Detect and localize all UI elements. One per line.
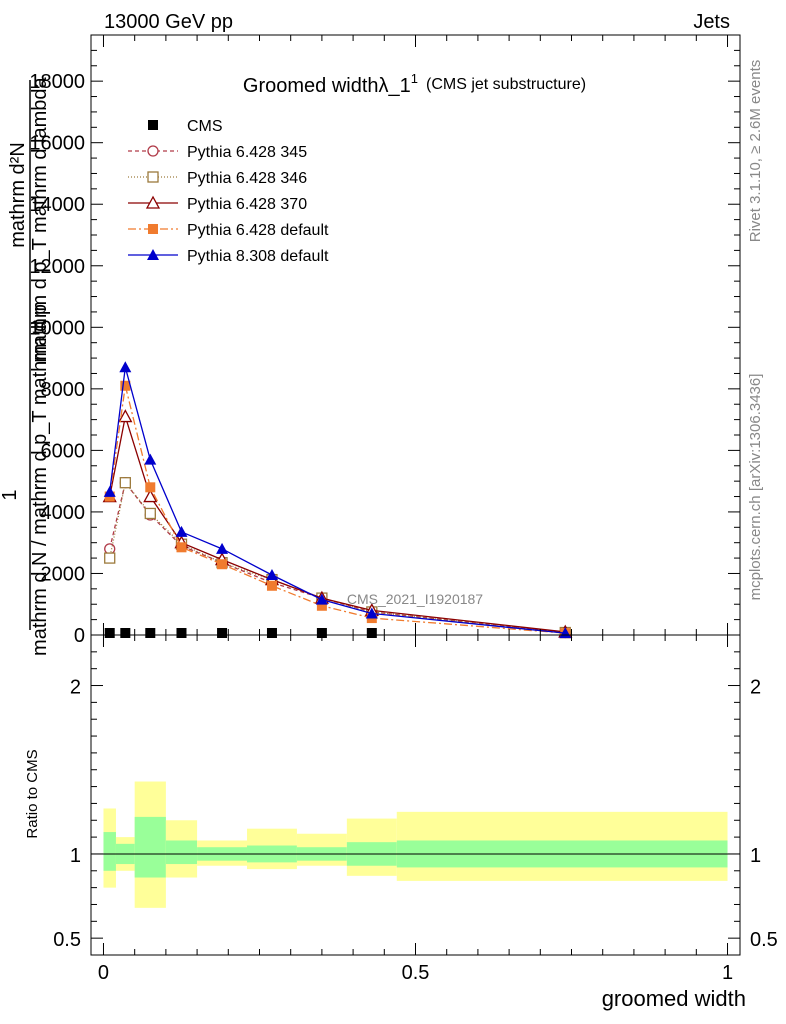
legend-marker [148, 224, 158, 234]
series-line [109, 385, 566, 634]
data-point [103, 485, 116, 497]
legend-label: Pythia 6.428 346 [187, 170, 307, 187]
ratio-ytick-label: 0.5 [53, 929, 81, 951]
series-4 [104, 380, 571, 639]
data-point [144, 453, 157, 465]
legend-marker [147, 171, 159, 183]
legend-label: CMS [187, 118, 223, 135]
data-point [175, 525, 188, 537]
legend-entry-5: Pythia 8.308 default [128, 248, 329, 265]
data-point [120, 628, 131, 638]
data-point [217, 559, 228, 570]
mcplots-label: mcplots.cern.ch [arXiv:1306.3436] [747, 374, 764, 601]
ratio-stat-band [103, 832, 116, 871]
series-5 [103, 361, 572, 639]
xtick-label: 0 [98, 962, 109, 984]
ytick-label: 18000 [29, 71, 85, 93]
ylabel-denominator: mathrm d p_T mathrm d lambda [29, 76, 51, 362]
ratio-ticks: 0.5 0.5 1 1 2 2 0 0.5 1 [53, 635, 778, 984]
xlabel: groomed width [602, 986, 746, 1011]
ratio-stat-band [165, 840, 198, 865]
ratio-ytick-label-right: 0.5 [750, 929, 778, 951]
ytick-label: 6000 [41, 440, 86, 462]
plot-title-sup: 1 [411, 71, 418, 86]
ytick-label: 10000 [29, 317, 85, 339]
legend-marker [148, 120, 158, 130]
data-point [366, 628, 377, 638]
main-ticks: 0 2000 4000 6000 8000 10000 12000 14000 16000 180… [29, 34, 740, 647]
legend-entry-1: Pythia 6.428 345 [128, 144, 307, 161]
ratio-ytick-label: 2 [70, 677, 81, 699]
legend-label: Pythia 6.428 default [187, 222, 329, 239]
ytick-label: 8000 [41, 379, 86, 401]
legend-entry-3: Pythia 6.428 370 [128, 195, 307, 213]
data-point [176, 542, 187, 553]
ylabel-numerator: mathrm d²N [7, 142, 29, 248]
ratio-ylabel: Ratio to CMS [24, 749, 41, 838]
legend-label: Pythia 6.428 370 [187, 196, 307, 213]
series-line [109, 367, 566, 634]
header-right: Jets [693, 11, 730, 33]
data-point [119, 477, 131, 489]
main-ylabel: mathrm d²N mathrm d p_T mathrm d lambda … [0, 76, 51, 655]
data-point [120, 380, 131, 391]
data-point [217, 628, 228, 638]
data-point [266, 628, 277, 638]
series-2 [104, 477, 571, 639]
ytick-label: 0 [74, 625, 85, 647]
ratio-ytick-label-right: 2 [750, 677, 761, 699]
analysis-label: CMS_2021_I1920187 [347, 591, 483, 607]
data-point [143, 489, 158, 503]
xtick-label: 1 [722, 962, 733, 984]
plot-subtitle: (CMS jet substructure) [426, 76, 586, 93]
ratio-ytick-label: 1 [70, 845, 81, 867]
ylabel-prefix: 1 [0, 489, 21, 500]
data-point [104, 628, 115, 638]
ratio-plot-frame [90, 634, 741, 956]
legend-entry-2: Pythia 6.428 346 [128, 170, 307, 187]
data-point [119, 361, 132, 373]
ytick-label: 12000 [29, 256, 85, 278]
legend-entry-0: CMS [148, 118, 223, 135]
data-point [104, 552, 116, 564]
main-series [102, 361, 573, 639]
data-point [118, 409, 133, 423]
data-point [216, 542, 229, 554]
ratio-bands [91, 781, 740, 908]
data-point [265, 569, 278, 580]
legend-marker [147, 249, 159, 260]
data-point [104, 543, 116, 555]
rivet-label: Rivet 3.1.10, ≥ 2.6M events [747, 60, 764, 243]
data-point [315, 593, 328, 605]
ytick-label: 14000 [29, 194, 85, 216]
data-point [145, 482, 156, 493]
data-point [365, 607, 378, 619]
data-point [266, 580, 277, 591]
legend-marker [147, 145, 159, 157]
series-1 [104, 477, 571, 639]
legend: CMS Pythia 6.428 345 Pythia 6.428 346 Pythi… [128, 118, 329, 265]
ratio-stat-band [134, 816, 166, 878]
data-point [316, 600, 327, 611]
legend-label: Pythia 8.308 default [187, 248, 329, 265]
ratio-ytick-label-right: 1 [750, 845, 761, 867]
data-point [145, 628, 156, 638]
legend-entry-4: Pythia 6.428 default [128, 222, 329, 239]
ytick-label: 16000 [29, 133, 85, 155]
legend-marker [145, 195, 161, 209]
header-left: 13000 GeV pp [104, 11, 233, 33]
ylabel-overlay: mathrm d N / mathrm d p_T mathrm d p [29, 304, 51, 656]
plot-title: Groomed widthλ_11 [243, 71, 418, 97]
ytick-label: 2000 [41, 563, 86, 585]
xtick-label: 0.5 [402, 962, 430, 984]
legend-label: Pythia 6.428 345 [187, 144, 307, 161]
ytick-label: 4000 [41, 502, 86, 524]
data-point [144, 507, 156, 520]
series-0 [104, 628, 571, 638]
data-point [176, 628, 187, 638]
